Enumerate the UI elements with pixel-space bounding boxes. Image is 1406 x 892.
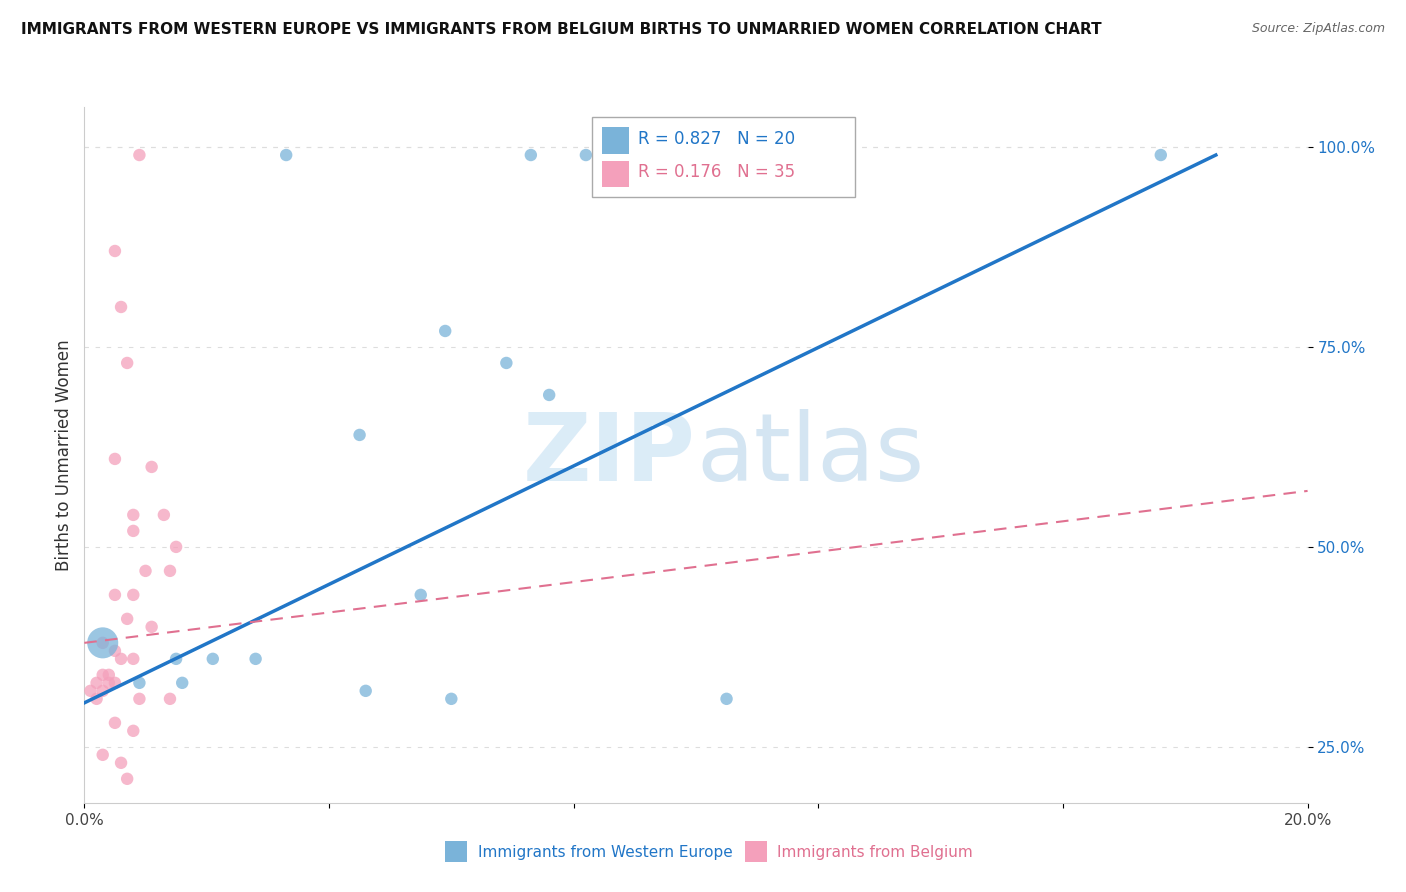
Point (104, 676, 127, 690)
Point (79, 683, 101, 698)
Point (141, 459, 163, 474)
Point (201, 652, 224, 666)
Point (122, 588, 145, 602)
Point (110, 756, 132, 770)
Bar (745, 841, 766, 862)
Point (349, 428, 371, 442)
Point (153, 508, 176, 522)
Point (91, 747, 114, 762)
Point (110, 652, 132, 666)
Point (104, 715, 127, 730)
Point (91, 636, 114, 650)
Text: atlas: atlas (696, 409, 924, 501)
Text: Source: ZipAtlas.com: Source: ZipAtlas.com (1251, 22, 1385, 36)
Point (86, 691, 108, 706)
Point (115, 612, 138, 626)
Point (538, 388, 561, 402)
Text: ZIP: ZIP (523, 409, 696, 501)
Point (91, 636, 114, 650)
Point (135, 564, 157, 578)
Point (97, 668, 120, 682)
FancyBboxPatch shape (592, 118, 855, 197)
Point (172, 676, 194, 690)
Point (520, 148, 543, 162)
Point (122, 723, 145, 738)
Point (575, 148, 598, 162)
Text: R = 0.827   N = 20: R = 0.827 N = 20 (638, 130, 796, 148)
Text: IMMIGRANTS FROM WESTERN EUROPE VS IMMIGRANTS FROM BELGIUM BIRTHS TO UNMARRIED WO: IMMIGRANTS FROM WESTERN EUROPE VS IMMIGR… (21, 22, 1102, 37)
Point (86, 676, 108, 690)
Text: R = 0.176   N = 35: R = 0.176 N = 35 (638, 163, 796, 181)
Point (159, 691, 181, 706)
Bar (446, 841, 467, 862)
Point (440, 691, 463, 706)
Point (104, 451, 127, 466)
Point (276, 148, 298, 162)
Point (115, 772, 138, 786)
Point (434, 324, 457, 338)
Y-axis label: Births to Unmarried Women: Births to Unmarried Women (55, 339, 73, 571)
Point (104, 588, 127, 602)
Point (354, 683, 377, 698)
Text: Immigrants from Belgium: Immigrants from Belgium (776, 846, 973, 861)
Point (91, 683, 114, 698)
Point (495, 356, 517, 370)
Point (128, 691, 150, 706)
Point (104, 244, 127, 258)
Point (97, 676, 120, 690)
Point (1150, 148, 1173, 162)
Point (128, 676, 150, 690)
Bar (602, 128, 628, 153)
Point (122, 652, 145, 666)
Point (654, 148, 676, 162)
Point (245, 652, 267, 666)
Point (115, 356, 138, 370)
Point (159, 564, 181, 578)
Point (165, 540, 187, 554)
Point (165, 652, 187, 666)
Point (122, 508, 145, 522)
Point (716, 691, 738, 706)
Point (624, 148, 647, 162)
Point (141, 620, 163, 634)
Point (409, 588, 432, 602)
Bar (602, 161, 628, 187)
Point (110, 300, 132, 314)
Point (128, 148, 150, 162)
Point (122, 524, 145, 538)
Text: Immigrants from Western Europe: Immigrants from Western Europe (478, 846, 733, 861)
Point (104, 644, 127, 658)
Point (91, 668, 114, 682)
